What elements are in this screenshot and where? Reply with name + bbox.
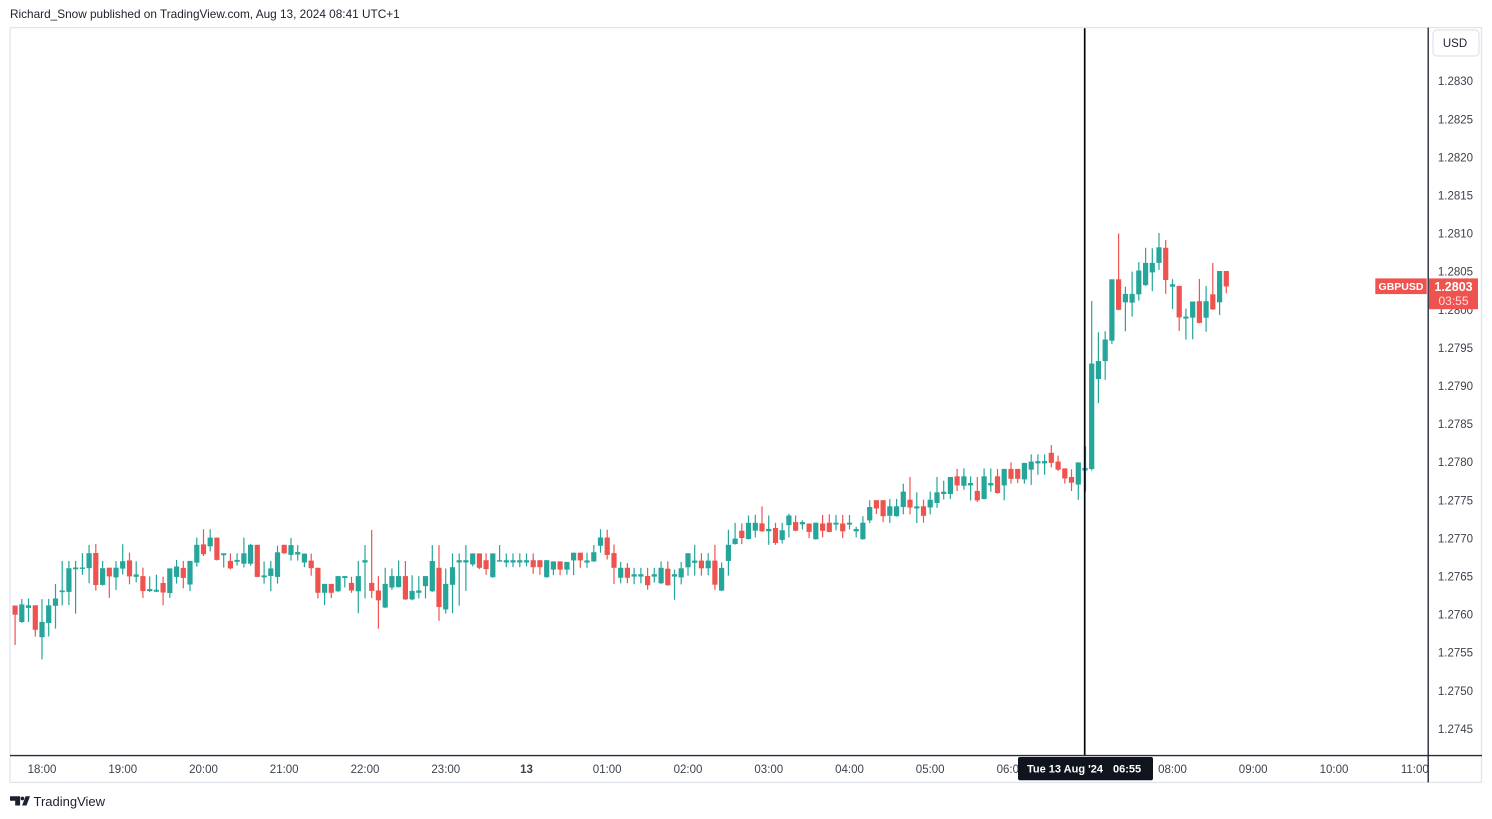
svg-text:1.2810: 1.2810 bbox=[1438, 229, 1473, 241]
svg-text:01:00: 01:00 bbox=[593, 764, 622, 776]
svg-text:08:00: 08:00 bbox=[1158, 764, 1187, 776]
svg-text:13: 13 bbox=[520, 764, 533, 776]
svg-text:1.2770: 1.2770 bbox=[1438, 533, 1473, 545]
svg-text:1.2805: 1.2805 bbox=[1438, 267, 1473, 279]
svg-text:1.2830: 1.2830 bbox=[1438, 76, 1473, 88]
svg-text:03:00: 03:00 bbox=[754, 764, 783, 776]
svg-text:10:00: 10:00 bbox=[1320, 764, 1349, 776]
svg-text:19:00: 19:00 bbox=[108, 764, 137, 776]
svg-text:Tue 13 Aug '24: Tue 13 Aug '24 bbox=[1027, 764, 1104, 776]
svg-text:03:55: 03:55 bbox=[1438, 294, 1468, 308]
svg-text:1.2825: 1.2825 bbox=[1438, 114, 1473, 126]
svg-text:1.2785: 1.2785 bbox=[1438, 419, 1473, 431]
svg-text:1.2760: 1.2760 bbox=[1438, 610, 1473, 622]
svg-text:1.2803: 1.2803 bbox=[1434, 280, 1472, 294]
svg-text:05:00: 05:00 bbox=[916, 764, 945, 776]
svg-text:1.2750: 1.2750 bbox=[1438, 686, 1473, 698]
svg-text:USD: USD bbox=[1443, 38, 1467, 50]
svg-text:1.2815: 1.2815 bbox=[1438, 191, 1473, 203]
svg-text:TradingView: TradingView bbox=[34, 794, 106, 809]
svg-text:GBPUSD: GBPUSD bbox=[1379, 281, 1424, 293]
svg-text:1.2795: 1.2795 bbox=[1438, 343, 1473, 355]
svg-text:1.2820: 1.2820 bbox=[1438, 152, 1473, 164]
svg-text:1.2755: 1.2755 bbox=[1438, 648, 1473, 660]
svg-text:04:00: 04:00 bbox=[835, 764, 864, 776]
svg-text:23:00: 23:00 bbox=[431, 764, 460, 776]
svg-text:22:00: 22:00 bbox=[351, 764, 380, 776]
svg-text:09:00: 09:00 bbox=[1239, 764, 1268, 776]
svg-text:20:00: 20:00 bbox=[189, 764, 218, 776]
svg-text:1.2780: 1.2780 bbox=[1438, 457, 1473, 469]
svg-text:1.2790: 1.2790 bbox=[1438, 381, 1473, 393]
svg-text:21:00: 21:00 bbox=[270, 764, 299, 776]
svg-text:1.2765: 1.2765 bbox=[1438, 572, 1473, 584]
svg-text:1.2745: 1.2745 bbox=[1438, 724, 1473, 736]
svg-text:11:00: 11:00 bbox=[1401, 764, 1429, 776]
svg-text:06:55: 06:55 bbox=[1113, 764, 1141, 776]
svg-text:18:00: 18:00 bbox=[28, 764, 57, 776]
svg-text:02:00: 02:00 bbox=[674, 764, 703, 776]
svg-text:1.2775: 1.2775 bbox=[1438, 495, 1473, 507]
svg-text:Richard_Snow published on Trad: Richard_Snow published on TradingView.co… bbox=[10, 7, 400, 21]
